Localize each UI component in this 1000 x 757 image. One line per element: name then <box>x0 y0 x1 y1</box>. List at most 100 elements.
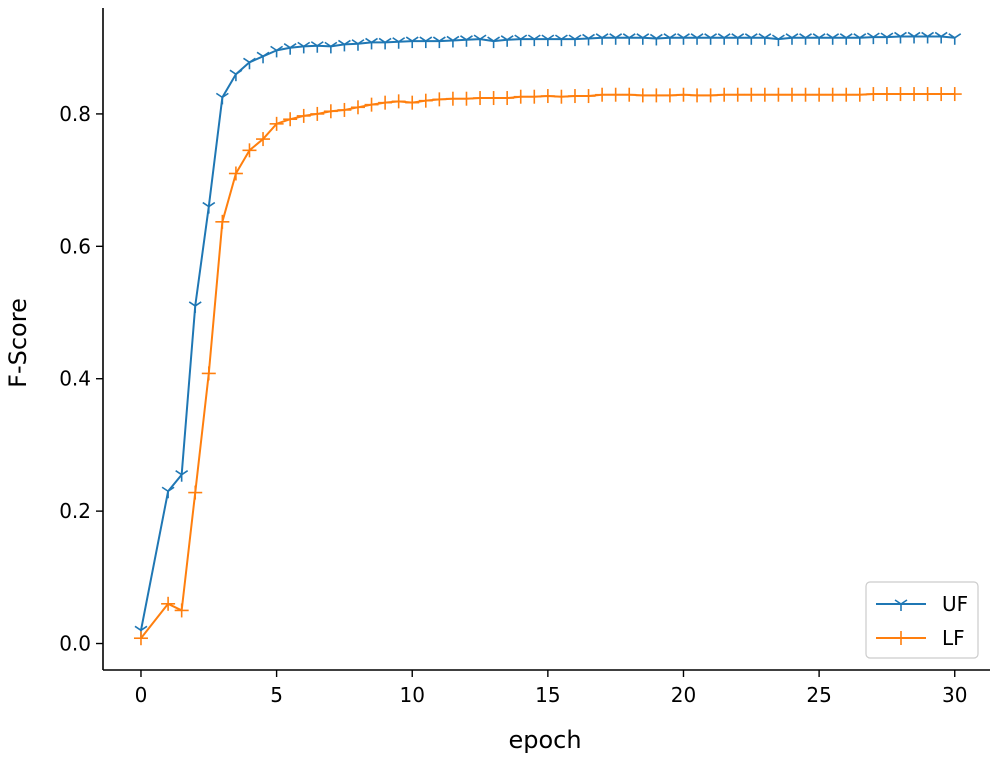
data-point-uf <box>405 36 419 49</box>
series-lf <box>133 87 962 646</box>
x-tick-label: 5 <box>270 683 283 707</box>
data-point-uf <box>365 37 378 50</box>
data-point-lf <box>378 95 393 110</box>
data-point-uf <box>256 51 270 64</box>
data-point-uf <box>527 34 541 47</box>
series-line-lf <box>140 93 955 639</box>
data-point-uf <box>636 33 650 45</box>
data-point-lf <box>432 92 447 107</box>
data-point-uf <box>446 35 460 48</box>
data-point-lf <box>242 143 257 158</box>
data-point-lf <box>744 87 759 102</box>
plot-area <box>133 31 962 646</box>
data-point-lf <box>228 166 243 181</box>
data-point-uf <box>337 39 351 52</box>
data-point-uf <box>880 32 894 45</box>
data-point-uf <box>432 36 446 49</box>
data-point-uf <box>500 35 514 47</box>
data-point-uf <box>460 35 473 47</box>
y-tick-label: 0.8 <box>59 102 91 126</box>
data-point-uf <box>392 37 406 49</box>
data-point-uf <box>351 39 365 51</box>
data-point-uf <box>188 301 202 313</box>
y-tick-label: 0.4 <box>59 367 91 391</box>
data-point-uf <box>202 201 216 214</box>
data-point-uf <box>758 33 772 45</box>
data-point-uf <box>554 34 568 47</box>
data-point-lf <box>717 87 732 102</box>
data-point-uf <box>595 33 609 45</box>
data-point-lf <box>554 89 569 104</box>
data-point-uf <box>541 34 555 47</box>
y-tick-label: 0.0 <box>59 632 91 656</box>
data-point-uf <box>215 92 229 105</box>
series-uf <box>134 31 962 638</box>
data-point-lf <box>201 366 216 381</box>
x-axis-title: epoch <box>508 726 581 754</box>
data-point-uf <box>894 31 907 44</box>
data-point-lf <box>527 89 542 104</box>
data-point-lf <box>418 93 433 108</box>
data-point-uf <box>799 33 812 45</box>
data-point-lf <box>812 87 827 102</box>
data-point-lf <box>852 87 867 102</box>
x-tick-label: 20 <box>671 683 696 707</box>
legend-label-lf: LF <box>942 626 965 650</box>
data-point-uf <box>609 33 623 45</box>
data-point-uf <box>243 57 256 70</box>
data-point-lf <box>296 108 311 123</box>
y-tick-label: 0.6 <box>59 234 91 258</box>
data-point-lf <box>337 102 352 117</box>
data-point-lf <box>486 91 501 106</box>
data-point-uf <box>771 34 785 47</box>
data-point-lf <box>676 87 691 102</box>
data-point-uf <box>324 41 338 54</box>
legend-label-uf: UF <box>942 592 968 616</box>
legend-marker-uf <box>894 599 908 611</box>
data-point-lf <box>161 596 176 611</box>
data-point-lf <box>635 88 650 103</box>
x-tick-label: 15 <box>535 683 560 707</box>
x-tick-label: 0 <box>135 683 148 707</box>
data-point-uf <box>419 36 433 49</box>
data-point-uf <box>663 33 677 45</box>
data-point-lf <box>893 87 908 102</box>
data-point-lf <box>256 132 271 147</box>
data-point-lf <box>947 87 962 102</box>
data-point-uf <box>297 41 311 54</box>
data-point-uf <box>161 486 175 499</box>
data-point-lf <box>459 91 474 106</box>
data-point-uf <box>487 36 501 49</box>
data-point-uf <box>270 45 284 58</box>
data-point-lf <box>608 87 623 102</box>
data-point-uf <box>310 41 324 53</box>
data-point-uf <box>866 32 880 45</box>
data-point-uf <box>717 33 731 45</box>
data-point-lf <box>595 87 610 102</box>
data-point-uf <box>704 33 718 45</box>
data-point-uf <box>677 33 690 45</box>
data-point-lf <box>839 87 854 102</box>
data-point-lf <box>920 87 935 102</box>
data-point-uf <box>622 33 636 45</box>
data-point-lf <box>215 214 230 229</box>
data-point-lf <box>649 88 664 103</box>
data-point-uf <box>690 33 704 45</box>
data-point-lf <box>567 89 582 104</box>
data-point-lf <box>662 88 677 103</box>
data-point-lf <box>364 97 379 112</box>
data-point-uf <box>785 33 799 45</box>
data-point-lf <box>283 112 298 127</box>
data-point-lf <box>133 631 148 646</box>
data-point-uf <box>907 31 921 44</box>
data-point-lf <box>730 87 745 102</box>
axes: 0 5 10 15 20 25 30 0.0 0.2 0.4 0.6 0.8 <box>59 8 990 707</box>
data-point-lf <box>445 91 460 106</box>
data-point-uf <box>812 33 826 45</box>
data-point-uf <box>514 34 528 47</box>
data-point-lf <box>269 116 284 131</box>
data-point-lf <box>825 87 840 102</box>
data-point-lf <box>757 87 772 102</box>
